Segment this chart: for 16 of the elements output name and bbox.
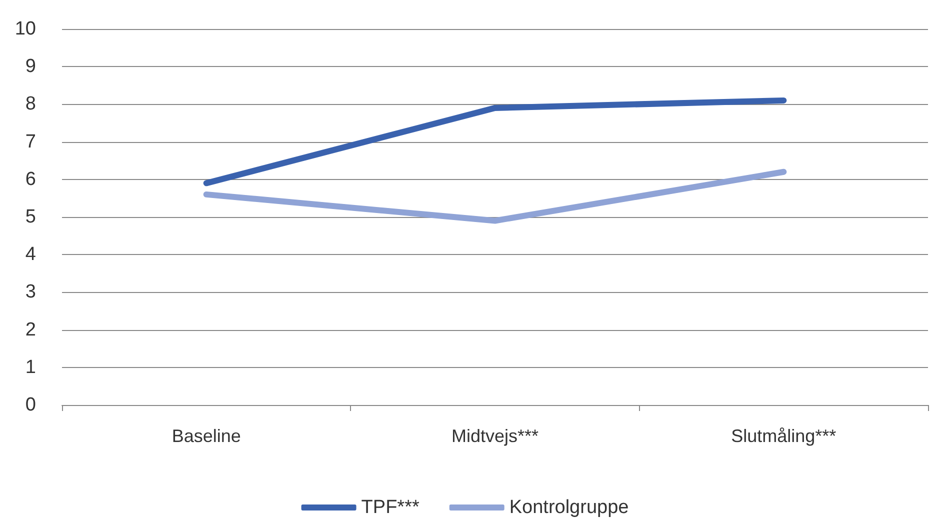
- legend-label: TPF***: [361, 497, 420, 518]
- y-tick-label: 6: [25, 168, 36, 190]
- y-tick-label: 3: [25, 282, 36, 303]
- y-tick-label: 5: [25, 206, 36, 228]
- y-tick-label: 7: [25, 131, 36, 152]
- x-tick-label: Slutmåling***: [731, 426, 836, 446]
- y-tick-label: 9: [25, 56, 36, 78]
- y-tick-label: 8: [25, 94, 36, 115]
- y-tick-label: 4: [25, 244, 36, 266]
- y-tick-label: 1: [25, 356, 36, 378]
- x-tick-label: Midtvejs***: [451, 426, 539, 446]
- x-tick-label: Baseline: [172, 426, 241, 446]
- y-tick-label: 0: [25, 394, 36, 416]
- y-tick-label: 10: [14, 18, 36, 40]
- legend-label: Kontrolgruppe: [509, 497, 629, 518]
- y-tick-label: 2: [25, 319, 36, 340]
